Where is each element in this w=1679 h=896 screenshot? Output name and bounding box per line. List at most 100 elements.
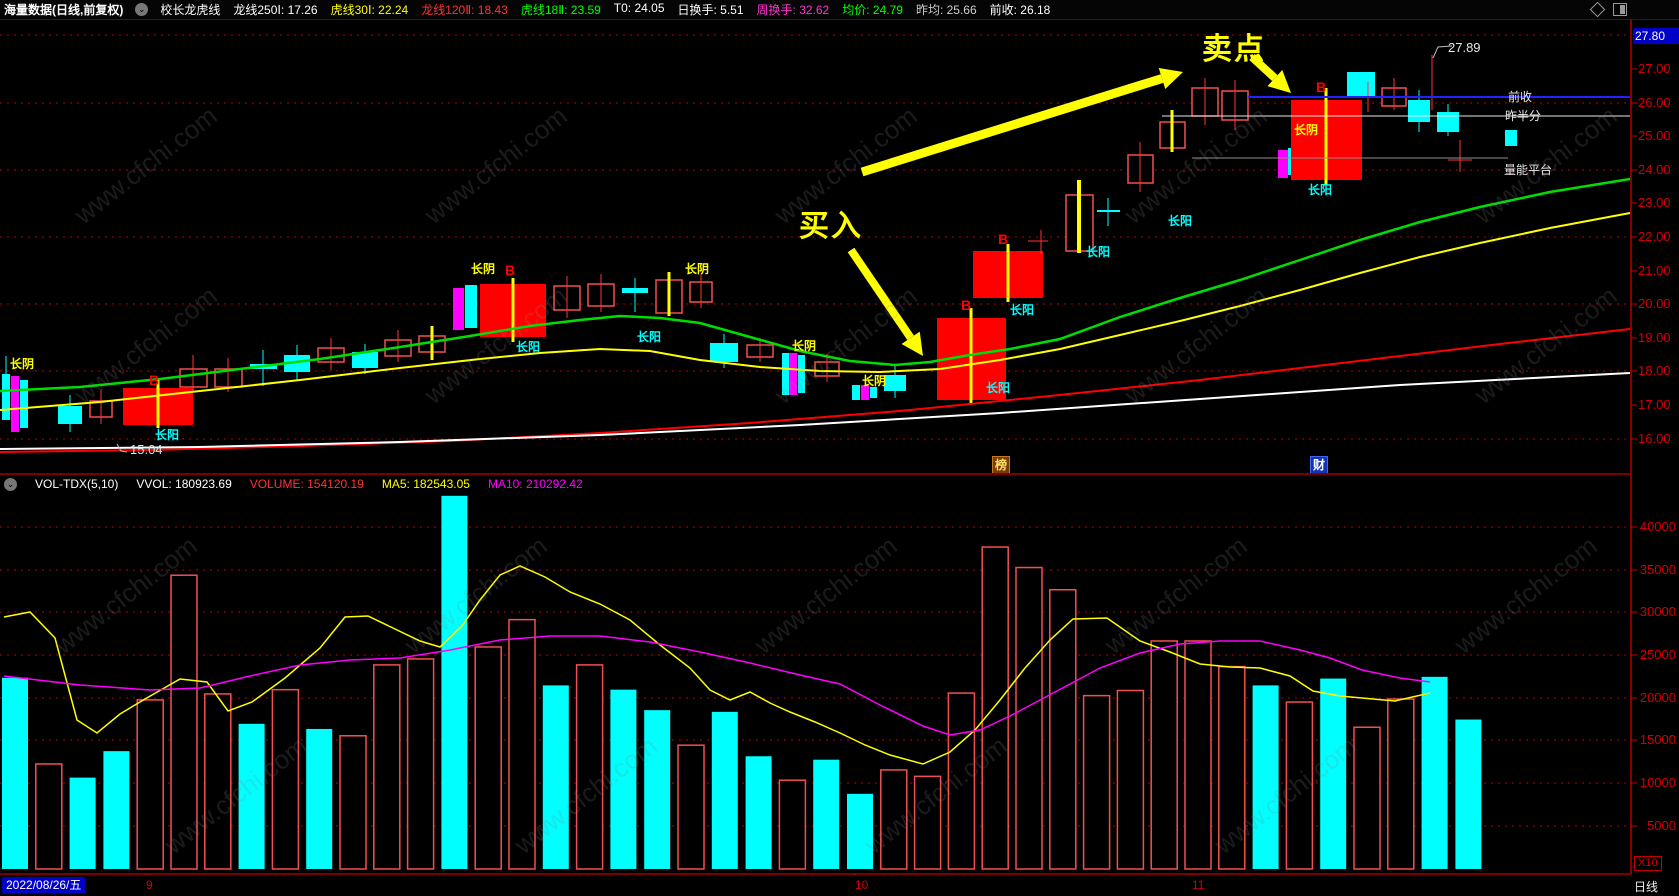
candle-body <box>465 285 477 328</box>
indicator-readout: 日换手: 5.51 <box>677 3 744 17</box>
indicator-readout: 龙线250Ⅰ: 17.26 <box>233 3 318 17</box>
volume-bar <box>238 723 265 869</box>
chevron-down-icon[interactable]: ⌄ <box>135 3 149 16</box>
candle-body <box>861 385 869 400</box>
volume-bar <box>1218 665 1246 870</box>
volume-bar <box>1116 689 1145 870</box>
volume-bar <box>406 658 435 870</box>
annotation-arrow-shaft <box>1249 54 1278 82</box>
indicator-readout: 昨均: 25.66 <box>915 3 977 17</box>
window-layout-icon[interactable] <box>1613 3 1627 16</box>
volume-bar <box>474 646 502 870</box>
ma-line-red <box>0 328 1631 453</box>
ma-line-green <box>0 177 1631 393</box>
volume-bar <box>1082 694 1111 870</box>
volume-bar <box>1252 685 1279 869</box>
volume-bar <box>1150 640 1178 870</box>
indicator-readout: 虎线18Ⅱ: 23.59 <box>520 3 601 17</box>
candle-body <box>1505 130 1517 146</box>
month-label: 9 <box>146 878 153 892</box>
candle-body <box>453 288 464 330</box>
candle-body <box>20 380 28 428</box>
candle-body <box>870 387 877 398</box>
volume-bar <box>1015 566 1043 870</box>
candle-body <box>1347 72 1375 97</box>
volume-bar <box>508 618 536 870</box>
volume-bar <box>778 779 807 870</box>
volume-bar <box>136 699 164 870</box>
indicator-readout: 前收: 26.18 <box>989 3 1051 17</box>
volume-bar <box>1184 640 1212 870</box>
annotation-arrow-shaft <box>847 247 914 341</box>
period-label[interactable]: 日线 <box>1634 880 1659 894</box>
pointer-mark <box>1432 45 1453 59</box>
volume-bar <box>1285 701 1314 870</box>
indicator-readout: 龙线120Ⅱ: 18.43 <box>421 3 508 17</box>
volume-bar <box>35 763 63 870</box>
volume-bar <box>610 689 637 869</box>
candle-body <box>789 353 797 395</box>
indicator-readout: 校长龙虎线 <box>160 3 221 17</box>
event-marker-cai[interactable]: 财 <box>1310 456 1328 474</box>
indicator-readout-row: 海量数据(日线,前复权) ⌄ 校长龙虎线 龙线250Ⅰ: 17.26 虎线30Ⅰ: … <box>0 1 1050 18</box>
indicator-readout: 均价: 24.79 <box>842 3 903 17</box>
title-bar: 海量数据(日线,前复权) ⌄ 校长龙虎线 龙线250Ⅰ: 17.26 虎线30Ⅰ: … <box>0 0 1679 20</box>
volume-bar <box>204 693 232 870</box>
volume-readout: VOLUME: 154120.19 <box>249 477 364 491</box>
volume-bar <box>306 728 333 869</box>
volume-bar <box>711 711 738 869</box>
volume-bar <box>542 685 569 869</box>
month-label: 10 <box>855 878 869 892</box>
volume-bar <box>677 744 705 870</box>
volume-ma10-line <box>3 635 1431 736</box>
volume-bar <box>2 677 28 869</box>
indicator-readout: 周换手: 32.62 <box>756 3 830 17</box>
volume-ma5-line <box>3 565 1431 765</box>
volume-bar <box>373 664 401 870</box>
volume-bar <box>170 574 198 870</box>
candle-body <box>798 355 805 393</box>
volume-bar <box>745 756 772 869</box>
indicator-segments: 校长龙虎线 龙线250Ⅰ: 17.26 虎线30Ⅰ: 22.24 龙线120Ⅱ: 18… <box>160 1 1050 18</box>
time-axis-bar[interactable]: 2022/08/26/五 日线 9 10 11 <box>0 875 1679 896</box>
indicator-readout: 虎线30Ⅰ: 22.24 <box>330 3 409 17</box>
volume-bar <box>913 775 942 870</box>
volume-bar <box>1049 588 1077 870</box>
annotation-arrow-head <box>1267 69 1291 93</box>
annotation-arrow-shaft <box>860 74 1164 177</box>
candle-body <box>2 374 10 420</box>
month-label: 11 <box>1192 878 1205 892</box>
volume-bar <box>441 495 468 869</box>
volume-bar <box>1353 726 1381 870</box>
volume-bar <box>880 769 908 870</box>
indicator-readout: T0: 24.05 <box>613 1 665 15</box>
volume-bar <box>847 793 873 869</box>
volume-bar <box>1421 676 1448 869</box>
volume-bar <box>103 751 130 869</box>
ma5-readout: MA5: 182543.05 <box>381 477 470 491</box>
candle-body <box>782 353 789 395</box>
volume-bar <box>339 735 367 870</box>
volume-bar <box>947 692 976 870</box>
volume-unit-badge: X10 <box>1634 856 1662 871</box>
candle-body <box>852 385 860 400</box>
ma-line-white <box>0 372 1631 450</box>
volume-bar <box>575 664 604 870</box>
ma-line-yellow <box>0 212 1631 411</box>
stock-title: 海量数据(日线,前复权) <box>4 3 124 17</box>
volume-bar <box>1387 698 1415 870</box>
selected-date-badge: 2022/08/26/五 <box>2 877 86 893</box>
volume-bar <box>813 759 840 869</box>
volume-bar <box>644 710 671 869</box>
volume-header-row: ⌄ VOL-TDX(5,10) VVOL: 180923.69 VOLUME: … <box>0 476 583 492</box>
volume-indicator-name: VOL-TDX(5,10) <box>35 477 119 491</box>
vvol-readout: VVOL: 180923.69 <box>136 477 232 491</box>
volume-bar <box>981 546 1009 870</box>
volume-bar <box>69 777 96 869</box>
annotation-arrow-head <box>1158 68 1183 90</box>
chevron-down-icon[interactable]: ⌄ <box>4 477 17 491</box>
volume-bar <box>1320 678 1347 869</box>
diamond-icon[interactable] <box>1589 1 1606 18</box>
